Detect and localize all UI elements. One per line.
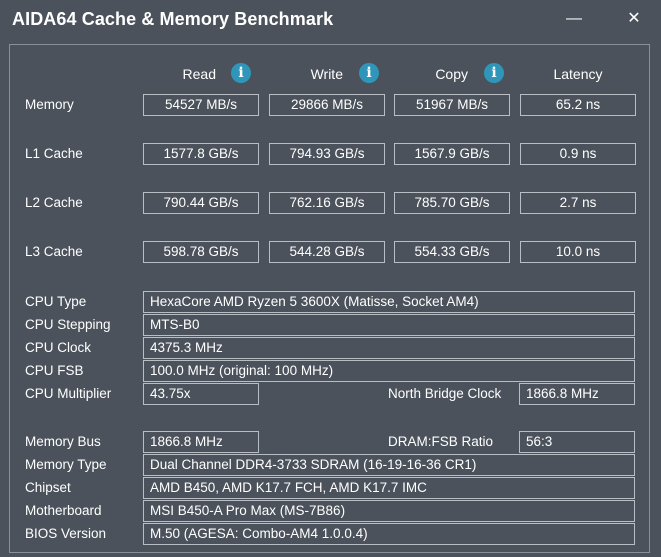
memory-type-value: Dual Channel DDR4-3733 SDRAM (16-19-16-3… bbox=[143, 454, 635, 476]
l1-write-value: 794.93 GB/s bbox=[269, 143, 385, 165]
memory-copy-value: 51967 MB/s bbox=[394, 94, 510, 116]
motherboard-value: MSI B450-A Pro Max (MS-7B86) bbox=[143, 500, 635, 522]
column-header-latency: Latency bbox=[553, 66, 603, 82]
write-info-icon[interactable]: i bbox=[359, 63, 379, 83]
row-label-memory: Memory bbox=[25, 97, 74, 112]
chipset-value: AMD B450, AMD K17.7 FCH, AMD K17.7 IMC bbox=[143, 477, 635, 499]
l3-copy-value: 554.33 GB/s bbox=[394, 241, 510, 263]
l2-write-value: 762.16 GB/s bbox=[269, 192, 385, 214]
memory-bus-value: 1866.8 MHz bbox=[143, 431, 259, 453]
cpu-stepping-label: CPU Stepping bbox=[25, 317, 111, 332]
l3-latency-value: 10.0 ns bbox=[520, 241, 636, 263]
l1-latency-value: 0.9 ns bbox=[520, 143, 636, 165]
memory-type-label: Memory Type bbox=[25, 457, 107, 472]
minimize-button[interactable]: — bbox=[560, 6, 588, 32]
cpu-type-value: HexaCore AMD Ryzen 5 3600X (Matisse, Soc… bbox=[143, 291, 635, 313]
dram-fsb-ratio-label: DRAM:FSB Ratio bbox=[388, 434, 494, 449]
cpu-multiplier-value: 43.75x bbox=[143, 383, 259, 405]
results-panel bbox=[9, 44, 650, 553]
close-button[interactable]: ✕ bbox=[620, 6, 648, 32]
memory-bus-label: Memory Bus bbox=[25, 434, 101, 449]
chipset-label: Chipset bbox=[25, 480, 71, 495]
north-bridge-clock-value: 1866.8 MHz bbox=[519, 383, 635, 405]
copy-info-icon[interactable]: i bbox=[484, 63, 504, 83]
memory-write-value: 29866 MB/s bbox=[269, 94, 385, 116]
cpu-stepping-value: MTS-B0 bbox=[143, 314, 635, 336]
l2-read-value: 790.44 GB/s bbox=[143, 192, 259, 214]
minimize-icon: — bbox=[566, 10, 582, 27]
dram-fsb-ratio-value: 56:3 bbox=[519, 431, 635, 453]
column-header-write: Write bbox=[310, 66, 343, 82]
bios-version-label: BIOS Version bbox=[25, 526, 107, 541]
row-label-l1-cache: L1 Cache bbox=[25, 146, 83, 161]
cpu-fsb-label: CPU FSB bbox=[25, 363, 84, 378]
l3-read-value: 598.78 GB/s bbox=[143, 241, 259, 263]
cpu-clock-label: CPU Clock bbox=[25, 340, 92, 355]
column-header-copy: Copy bbox=[435, 66, 468, 82]
cpu-fsb-value: 100.0 MHz (original: 100 MHz) bbox=[143, 360, 635, 382]
close-icon: ✕ bbox=[627, 10, 641, 27]
cpu-multiplier-label: CPU Multiplier bbox=[25, 386, 112, 401]
cpu-clock-value: 4375.3 MHz bbox=[143, 337, 635, 359]
window-title: AIDA64 Cache & Memory Benchmark bbox=[12, 9, 334, 29]
column-header-read: Read bbox=[182, 66, 216, 82]
memory-latency-value: 65.2 ns bbox=[520, 94, 636, 116]
cpu-type-label: CPU Type bbox=[25, 294, 87, 309]
bios-version-value: M.50 (AGESA: Combo-AM4 1.0.0.4) bbox=[143, 523, 635, 545]
l2-latency-value: 2.7 ns bbox=[520, 192, 636, 214]
l1-read-value: 1577.8 GB/s bbox=[143, 143, 259, 165]
l2-copy-value: 785.70 GB/s bbox=[394, 192, 510, 214]
read-info-icon[interactable]: i bbox=[231, 63, 251, 83]
l3-write-value: 544.28 GB/s bbox=[269, 241, 385, 263]
north-bridge-clock-label: North Bridge Clock bbox=[388, 386, 502, 401]
memory-read-value: 54527 MB/s bbox=[143, 94, 259, 116]
title-bar[interactable]: AIDA64 Cache & Memory Benchmark — ✕ bbox=[0, 0, 661, 40]
row-label-l3-cache: L3 Cache bbox=[25, 244, 83, 259]
l1-copy-value: 1567.9 GB/s bbox=[394, 143, 510, 165]
motherboard-label: Motherboard bbox=[25, 503, 102, 518]
row-label-l2-cache: L2 Cache bbox=[25, 195, 83, 210]
